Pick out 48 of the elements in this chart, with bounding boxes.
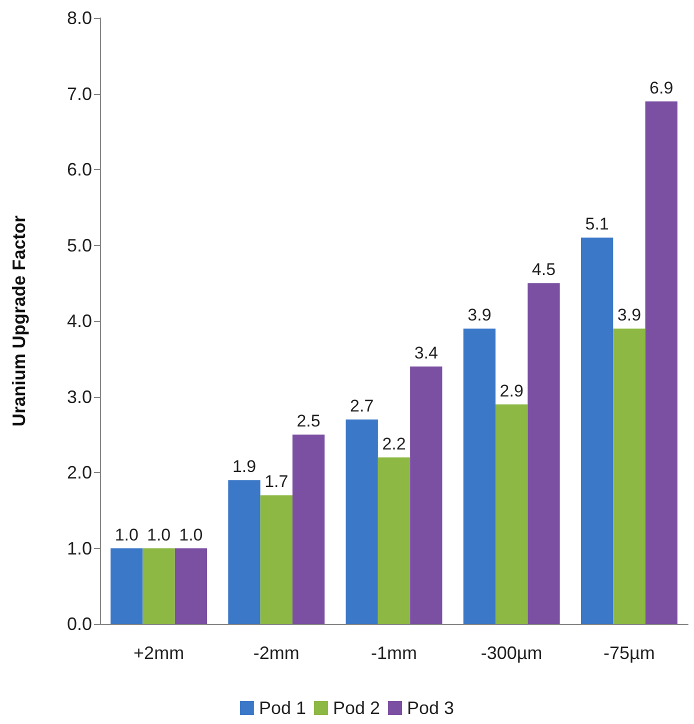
legend-label: Pod 1 [258, 698, 306, 718]
x-tick-label: -1mm [371, 643, 417, 663]
y-tick-label: 7.0 [66, 84, 92, 104]
bar [613, 328, 646, 624]
data-label: 2.9 [500, 381, 524, 400]
data-label: 1.9 [232, 457, 256, 476]
bar [496, 404, 528, 624]
data-label: 6.9 [650, 78, 674, 98]
bar [528, 283, 560, 624]
y-tick-label: 5.0 [66, 235, 92, 256]
data-label: 3.4 [414, 343, 438, 362]
bar [378, 457, 410, 624]
bar [260, 495, 292, 624]
data-label: 1.0 [146, 525, 171, 544]
data-label: 2.7 [350, 396, 374, 416]
bar [174, 548, 208, 624]
data-label: 5.1 [585, 214, 609, 234]
y-tick-label: 8.0 [66, 8, 92, 28]
data-label: 2.5 [296, 412, 320, 431]
data-label: 3.9 [617, 306, 642, 325]
bar [645, 101, 678, 624]
bar [110, 548, 143, 624]
legend-label: Pod 3 [407, 698, 454, 718]
x-tick-label: +2mm [134, 643, 184, 663]
data-label: 1.7 [264, 472, 288, 492]
bar [346, 419, 378, 624]
bar [228, 480, 260, 624]
y-axis-title: Uranium Upgrade Factor [9, 215, 29, 427]
data-label: 4.5 [532, 260, 556, 280]
bar [463, 328, 496, 624]
bar [580, 238, 614, 624]
x-tick-label: -300µm [480, 643, 542, 663]
x-tick-label: -2mm [253, 643, 300, 663]
legend-label: Pod 2 [332, 698, 380, 718]
y-tick-label: 4.0 [66, 311, 92, 331]
y-tick-label: 6.0 [66, 160, 92, 180]
x-tick-label: -75µm [604, 643, 655, 663]
y-tick-label: 1.0 [66, 538, 92, 558]
y-tick-label: 2.0 [66, 462, 92, 482]
data-label: 2.2 [382, 434, 406, 454]
y-tick-label: 3.0 [66, 386, 92, 407]
bar [142, 548, 175, 624]
data-label: 3.9 [468, 306, 492, 325]
y-tick-label: 0.0 [66, 614, 92, 634]
bar [292, 434, 325, 624]
data-label: 1.0 [114, 525, 138, 544]
data-label: 1.0 [179, 525, 203, 544]
bar [410, 366, 442, 624]
